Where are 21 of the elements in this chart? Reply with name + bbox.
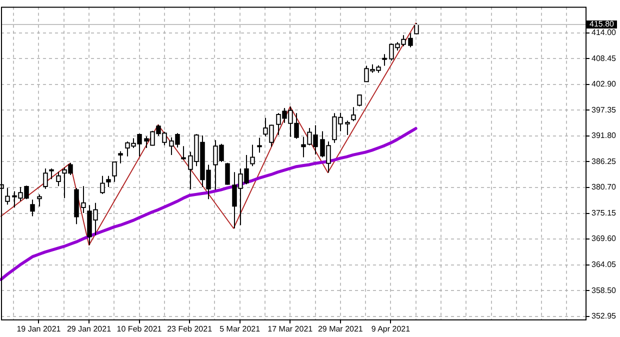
y-tick-label: 397.35 [592, 105, 617, 114]
y-tick-label: 386.25 [592, 156, 617, 166]
y-tick-label: 402.90 [592, 80, 617, 89]
y-tick-label: 364.05 [592, 260, 617, 270]
y-tick-label: 408.45 [592, 54, 617, 63]
x-tick-label: 23 Feb 2021 [167, 324, 213, 334]
y-tick-label: 391.80 [592, 131, 617, 140]
x-tick-label: 19 Jan 2021 [16, 324, 62, 334]
y-tick-label: 352.95 [592, 312, 617, 321]
x-tick-label: 29 Jan 2021 [66, 324, 112, 334]
x-tick-label: 5 Mar 2021 [220, 324, 261, 334]
x-tick-label: 29 Mar 2021 [318, 324, 364, 334]
ref-line-label: 415.80 [590, 20, 615, 29]
y-tick-label: 358.50 [592, 286, 617, 295]
y-tick-label: 414.00 [592, 28, 617, 38]
y-tick-label: 380.70 [592, 182, 617, 192]
y-tick-label: 369.60 [592, 234, 617, 244]
x-tick-label: 17 Mar 2021 [268, 324, 314, 334]
x-tick-label: 10 Feb 2021 [116, 324, 162, 334]
x-tick-label: 9 Apr 2021 [371, 324, 411, 334]
y-tick-label: 375.15 [592, 208, 617, 218]
